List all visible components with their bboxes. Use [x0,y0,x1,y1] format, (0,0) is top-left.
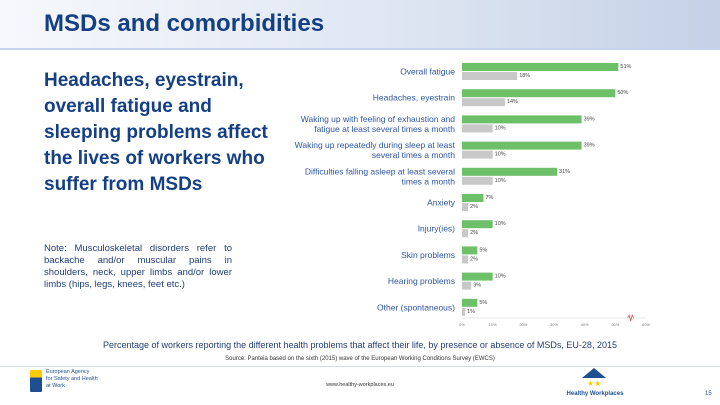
bar-with-msd [462,220,493,229]
bar-without-msd [462,255,469,264]
bar-with-msd [462,246,478,255]
bar-with-msd [462,272,493,281]
x-tick-label: 20% [519,322,527,327]
data-label-without-msd: 2% [470,256,478,262]
header-band [0,0,720,48]
header-divider [0,48,720,50]
data-label-without-msd: 14% [507,99,518,105]
data-label-without-msd: 10% [495,125,506,131]
bar-with-msd [462,298,478,307]
data-label-with-msd: 5% [479,300,487,306]
agency-name: European Agency for Safety and Health at… [46,369,98,389]
data-label-without-msd: 10% [495,152,506,158]
category-label: Headaches, eyestrain [373,93,455,103]
data-label-with-msd: 39% [584,143,595,149]
data-label-with-msd: 39% [584,116,595,122]
x-tick-label: 0% [459,322,465,327]
data-label-without-msd: 1% [467,309,475,315]
chart-caption: Percentage of workers reporting the diff… [103,340,617,350]
bar-with-msd [462,141,582,150]
bar-without-msd [462,72,518,80]
data-label-without-msd: 18% [519,73,530,79]
bar-with-msd [462,89,616,98]
campaign-logo[interactable]: ★★ Healthy Workplaces [565,366,625,402]
stars-icon: ★★ [587,379,602,388]
bar-without-msd [462,281,472,290]
source-note: Source: Panteia based on the sixth (2015… [225,356,495,362]
bar-with-msd [462,167,558,176]
data-label-without-msd: 10% [495,178,506,184]
data-label-with-msd: 10% [495,274,506,280]
category-label: Hearing problems [388,276,455,286]
bar-without-msd [462,176,493,185]
bar-without-msd [462,124,493,133]
x-tick-label: 50% [611,322,619,327]
bar-with-msd [462,194,484,202]
category-label: Skin problems [401,250,455,260]
data-label-without-msd: 2% [470,204,478,210]
data-label-with-msd: 50% [617,90,628,96]
x-tick-label: 10% [489,322,497,327]
category-label: Anxiety [427,198,456,208]
category-label: Difficulties falling asleep at least sev… [305,166,455,186]
bar-without-msd [462,307,466,316]
agency-logo[interactable]: European Agency for Safety and Health at… [30,368,125,402]
category-label: Waking up with feeling of exhaustion and… [301,114,455,134]
data-label-with-msd: 51% [620,64,631,70]
health-problems-chart: 51% 18% Overall fatigue 50% 14% Headaches, ey… [295,63,650,327]
agency-mark-icon [30,370,42,392]
bar-without-msd [462,150,493,159]
campaign-name: Healthy Workplaces [566,391,624,397]
website-link[interactable]: www.healthy-workplaces.eu [326,382,394,388]
data-label-with-msd: 5% [479,247,487,253]
category-label: Other (spontaneous) [377,302,455,312]
axis-break-icon [627,313,635,322]
house-icon [582,368,606,378]
data-label-without-msd: 3% [473,283,481,289]
bar-without-msd [462,98,505,107]
data-label-with-msd: 31% [559,169,570,175]
bar-without-msd [462,203,469,211]
page-title: MSDs and comorbidities [44,10,325,37]
data-label-with-msd: 10% [495,221,506,227]
data-label-with-msd: 7% [485,195,493,201]
x-tick-label: 40% [581,322,589,327]
category-label: Overall fatigue [400,67,455,77]
bar-with-msd [462,115,582,124]
data-label-without-msd: 2% [470,230,478,236]
lead-text: Headaches, eyestrain, overall fatigue an… [44,70,268,195]
x-tick-label: 60% [642,322,650,327]
page-number: 15 [705,391,712,397]
category-label: Waking up repeatedly during sleep at lea… [295,140,456,160]
footer-divider [0,366,720,367]
category-label: Injury(ies) [418,224,455,234]
note-text: Note: Musculoskeletal disorders refer to… [44,243,232,290]
bar-without-msd [462,229,469,238]
x-tick-label: 30% [550,322,558,327]
bar-with-msd [462,63,619,71]
